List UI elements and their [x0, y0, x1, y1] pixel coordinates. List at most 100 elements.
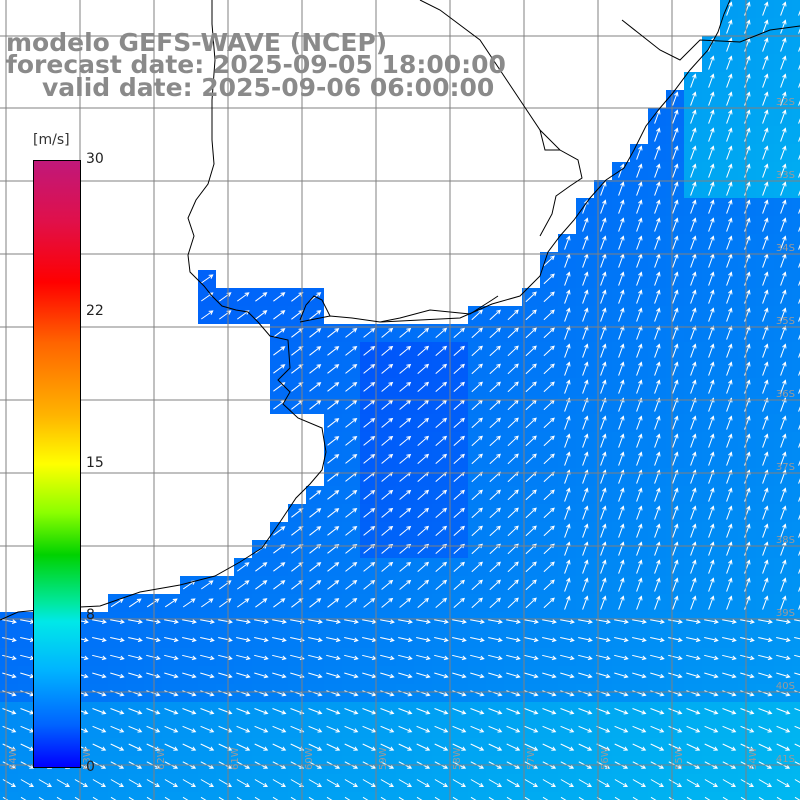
wind-arrow [726, 379, 733, 394]
wind-arrow [272, 690, 287, 697]
wind-arrow [254, 637, 269, 643]
wind-arrow [399, 561, 412, 572]
wind-arrow [798, 136, 800, 142]
wind-arrow [744, 127, 751, 142]
wind-arrow [525, 417, 537, 429]
wind-arrow [398, 654, 413, 661]
wind-arrow [2, 743, 17, 751]
wind-arrow [654, 361, 661, 376]
wind-arrow [326, 672, 341, 679]
wind-arrow [506, 779, 521, 788]
wind-arrow [363, 525, 376, 536]
wind-arrow [507, 345, 519, 357]
wind-arrow [798, 406, 800, 412]
wind-arrow [618, 217, 625, 232]
wind-arrow [309, 400, 322, 410]
wind-arrow [470, 796, 477, 800]
wind-arrow [582, 379, 589, 394]
wind-arrow [453, 525, 465, 536]
wind-arrow [762, 433, 769, 448]
wind-arrow [636, 487, 643, 502]
wind-arrow [200, 796, 207, 800]
wind-arrow [452, 743, 467, 751]
wind-arrow [578, 796, 585, 800]
wind-arrow [344, 779, 359, 788]
wind-arrow [542, 654, 557, 661]
wind-arrow [776, 619, 791, 624]
wind-cell [576, 792, 594, 800]
wind-arrow [762, 361, 769, 376]
wind-arrow [780, 289, 787, 304]
wind-arrow [326, 654, 341, 661]
wind-arrow [762, 577, 769, 592]
wind-arrow [2, 779, 17, 788]
wind-arrow [654, 181, 661, 196]
wind-arrow [636, 325, 643, 340]
wind-arrow [758, 796, 765, 800]
wind-arrow [722, 779, 737, 788]
latitude-label: 41S [776, 754, 795, 765]
wind-arrow [363, 597, 376, 608]
wind-arrow [272, 796, 279, 800]
wind-arrow [600, 235, 607, 250]
wind-arrow [632, 779, 647, 788]
wind-arrow [507, 525, 519, 537]
wind-cell [792, 252, 800, 270]
wind-arrow [470, 708, 485, 715]
wind-arrow [255, 598, 268, 608]
wind-cell [144, 792, 162, 800]
wind-arrow [434, 743, 449, 751]
wind-arrow [614, 672, 629, 679]
wind-arrow [668, 743, 683, 751]
wind-arrow [704, 637, 719, 643]
wind-arrow [762, 343, 769, 358]
wind-cell [792, 630, 800, 648]
wind-cell [126, 792, 144, 800]
wind-arrow [708, 145, 715, 160]
wind-arrow [672, 541, 679, 556]
wind-arrow [182, 708, 197, 715]
wind-arrow [686, 619, 701, 624]
wind-cell [792, 486, 800, 504]
wind-arrow [471, 579, 483, 591]
wind-arrow [798, 154, 800, 160]
wind-arrow [780, 577, 787, 592]
wind-arrow [654, 559, 661, 574]
wind-arrow [236, 708, 251, 715]
wind-arrow [381, 453, 394, 464]
wind-arrow [618, 199, 625, 214]
wind-arrow [92, 725, 107, 733]
wind-arrow [327, 436, 340, 446]
wind-arrow [582, 343, 589, 358]
wind-arrow [726, 55, 733, 70]
wind-arrow [744, 577, 751, 592]
wind-arrow [74, 796, 81, 800]
wind-arrow [780, 523, 787, 538]
wind-arrow [453, 417, 465, 428]
wind-cell [792, 594, 800, 612]
wind-arrow [543, 273, 555, 285]
wind-arrow [362, 743, 377, 751]
wind-arrow [672, 379, 679, 394]
wind-arrow [668, 672, 683, 679]
wind-arrow [726, 181, 733, 196]
wind-arrow [488, 654, 503, 661]
wind-arrow [471, 381, 483, 393]
wind-cell [792, 468, 800, 486]
wind-cell [162, 792, 180, 800]
wind-arrow [704, 779, 719, 788]
wind-arrow [690, 505, 697, 520]
latitude-label: 39S [776, 608, 795, 619]
wind-arrow [690, 91, 697, 106]
wind-arrow [582, 325, 589, 340]
wind-arrow [128, 690, 143, 697]
wind-arrow [326, 743, 341, 751]
wind-arrow [636, 433, 643, 448]
wind-arrow [636, 343, 643, 358]
wind-arrow [164, 654, 179, 661]
wind-arrow [489, 345, 501, 357]
wind-arrow [273, 598, 286, 608]
wind-arrow [416, 779, 431, 788]
wind-arrow [453, 363, 465, 374]
wind-arrow [309, 346, 322, 356]
